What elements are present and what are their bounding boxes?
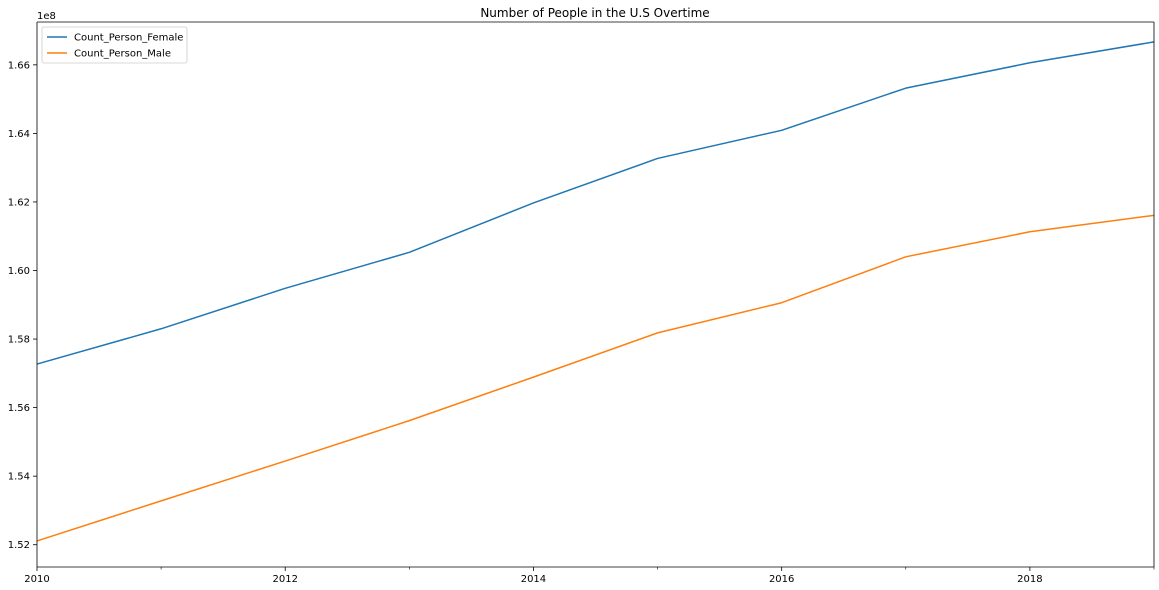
y-tick-label-7: 1.66	[8, 60, 30, 71]
y-tick-label-0: 1.52	[8, 540, 30, 551]
axes-layer: 2010 2012 2014 2016 2018 1.52 1.54 1.56 1.58 1.60…	[8, 21, 1155, 585]
y-tick-label-4: 1.60	[8, 266, 30, 277]
y-tick-label-5: 1.62	[8, 197, 30, 208]
plot-background	[37, 22, 1154, 567]
x-tick-label-2: 2014	[521, 574, 546, 585]
chart-title: Number of People in the U.S Overtime	[480, 6, 709, 20]
legend-label-0: Count_Person_Female	[74, 33, 183, 44]
series-line-0	[36, 41, 1155, 365]
series-line-1	[36, 214, 1155, 542]
y-tick-label-3: 1.58	[8, 335, 30, 346]
x-tick-label-4: 2018	[1017, 574, 1042, 585]
y-axis-offset-label: 1e8	[37, 11, 56, 22]
legend-label-1: Count_Person_Male	[74, 49, 171, 60]
y-tick-label-2: 1.56	[8, 403, 30, 414]
plot-area	[37, 22, 1154, 567]
x-tick-label-3: 2016	[769, 574, 794, 585]
x-tick-label-1: 2012	[272, 574, 297, 585]
y-tick-label-6: 1.64	[8, 129, 30, 140]
x-tick-label-0: 2010	[24, 574, 49, 585]
y-tick-label-1: 1.54	[8, 472, 30, 483]
series-layer	[36, 41, 1155, 542]
legend-box	[41, 26, 188, 64]
legend: Count_Person_Female Count_Person_Male	[41, 26, 188, 64]
